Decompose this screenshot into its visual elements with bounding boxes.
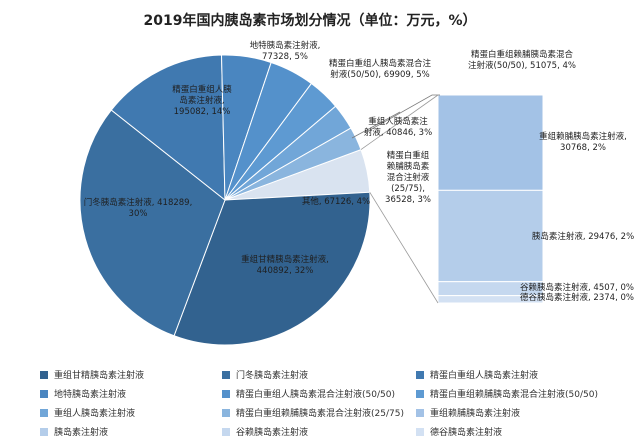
legend-swatch xyxy=(416,427,424,436)
legend-swatch xyxy=(222,408,230,417)
other-bar-segment xyxy=(437,189,544,283)
pie-slice xyxy=(173,191,371,346)
legend-label: 重组人胰岛素注射液 xyxy=(54,409,136,419)
connector-group xyxy=(351,94,440,304)
legend-item: 重组人胰岛素注射液 xyxy=(40,406,135,419)
leader-line xyxy=(351,111,401,139)
legend-swatch xyxy=(416,389,424,398)
pie-slice xyxy=(79,109,226,337)
legend-label: 地特胰岛素注射液 xyxy=(54,390,127,400)
legend-swatch xyxy=(222,427,230,436)
legend-swatch xyxy=(40,408,48,417)
pie-data-label: 重组人胰岛素注射液, 40846, 3% xyxy=(364,116,432,138)
legend-item: 精蛋白重组人胰岛素注射液 xyxy=(416,368,538,381)
legend-item: 精蛋白重组赖脯胰岛素混合注射液(25/75) xyxy=(222,406,404,419)
pie-group xyxy=(79,54,371,346)
pie-data-label: 门冬胰岛素注射液, 418289, 30% xyxy=(84,197,193,219)
legend-label: 胰岛素注射液 xyxy=(54,428,109,438)
legend-label: 精蛋白重组赖脯胰岛素混合注射液(50/50) xyxy=(430,390,598,400)
pie-data-label: 精蛋白重组人胰岛素混合注射液(50/50), 69909, 5% xyxy=(329,58,432,80)
legend-label: 德谷胰岛素注射液 xyxy=(430,428,503,438)
legend-swatch xyxy=(416,408,424,417)
legend-item: 德谷胰岛素注射液 xyxy=(416,425,502,438)
legend-label: 重组赖脯胰岛素注射液 xyxy=(430,409,521,419)
legend-label: 精蛋白重组人胰岛素混合注射液(50/50) xyxy=(236,390,395,400)
legend-item: 谷赖胰岛素注射液 xyxy=(222,425,308,438)
bar-data-label: 谷赖胰岛素注射液, 4507, 0% xyxy=(520,282,634,293)
chart-title: 2019年国内胰岛素市场划分情况（单位：万元，%） xyxy=(144,12,477,29)
legend-swatch xyxy=(222,389,230,398)
label-group: 重组甘精胰岛素注射液, 440892, 32% 门冬胰岛素注射液, 418289, 3… xyxy=(84,40,634,303)
pie-data-label: 精蛋白重组人胰岛素注射液, 195082, 14% xyxy=(172,84,232,117)
bar-data-label: 德谷胰岛素注射液, 2374, 0% xyxy=(520,292,634,303)
pie-data-label: 其他, 67126, 4% xyxy=(302,196,370,207)
legend-label: 重组甘精胰岛素注射液 xyxy=(54,371,145,381)
pie-slice xyxy=(110,54,226,202)
legend-label: 谷赖胰岛素注射液 xyxy=(236,428,309,438)
legend-item: 精蛋白重组人胰岛素混合注射液(50/50) xyxy=(222,387,395,400)
legend-label: 精蛋白重组赖脯胰岛素混合注射液(25/75) xyxy=(236,409,404,419)
pie-data-label: 地特胰岛素注射液, 77328, 5% xyxy=(250,40,321,62)
legend-label: 精蛋白重组人胰岛素注射液 xyxy=(430,371,539,381)
bar-data-label: 重组赖脯胰岛素注射液, 30768, 2% xyxy=(539,131,627,153)
legend-swatch xyxy=(222,370,230,379)
legend-item: 重组甘精胰岛素注射液 xyxy=(40,368,144,381)
legend-label: 门冬胰岛素注射液 xyxy=(236,371,309,381)
pie-data-label: 精蛋白重组赖脯胰岛素混合注射液(50/50), 51075, 4% xyxy=(468,49,576,71)
legend-swatch xyxy=(40,389,48,398)
other-bar-segment xyxy=(437,94,544,191)
connector-line xyxy=(369,192,439,304)
legend-item: 门冬胰岛素注射液 xyxy=(222,368,308,381)
legend-item: 地特胰岛素注射液 xyxy=(40,387,126,400)
other-bar-group xyxy=(437,94,544,304)
connector-line xyxy=(360,94,439,150)
legend-swatch xyxy=(416,370,424,379)
legend-swatch xyxy=(40,370,48,379)
other-bar-segment xyxy=(437,295,544,304)
legend-swatch xyxy=(40,427,48,436)
pie-data-label: 重组甘精胰岛素注射液, 440892, 32% xyxy=(241,254,329,276)
legend-item: 胰岛素注射液 xyxy=(40,425,108,438)
legend-item: 精蛋白重组赖脯胰岛素混合注射液(50/50) xyxy=(416,387,598,400)
legend-item: 重组赖脯胰岛素注射液 xyxy=(416,406,520,419)
pie-data-label: 精蛋白重组赖脯胰岛素混合注射液(25/75), 36528, 3% xyxy=(385,150,431,205)
bar-data-label: 胰岛素注射液, 29476, 2% xyxy=(532,231,634,242)
